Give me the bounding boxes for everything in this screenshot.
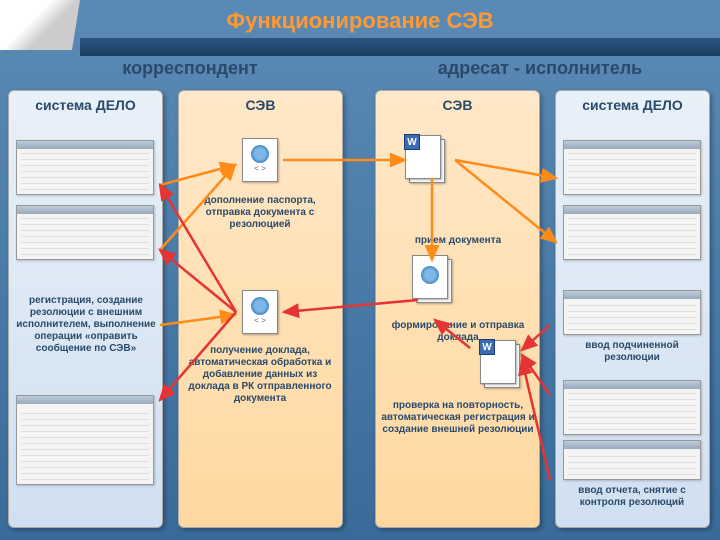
screenshot-icon (16, 205, 154, 260)
word-icon: W (479, 339, 495, 355)
text-passport: дополнение паспорта, отправка документа … (182, 195, 338, 231)
col-3-header: СЭВ (376, 91, 539, 119)
screenshot-icon (563, 205, 701, 260)
col-2-header: СЭВ (179, 91, 342, 119)
header-bar (80, 38, 720, 56)
screenshot-icon (16, 395, 154, 485)
screenshot-icon (563, 140, 701, 195)
document-icon (242, 290, 278, 334)
document-icon (242, 138, 278, 182)
word-icon: W (404, 134, 420, 150)
document-stack-icon: W (480, 340, 520, 388)
text-report-receive: получение доклада, автоматическая обрабо… (182, 345, 338, 405)
document-stack-icon (412, 255, 452, 303)
col-1-header: система ДЕЛО (9, 91, 162, 119)
text-report-entry: ввод отчета, снятие с контроля резолюций (558, 485, 706, 509)
text-registration: регистрация, создание резолюции с внешни… (12, 295, 160, 355)
screenshot-icon (563, 380, 701, 435)
group-left: корреспондент (60, 58, 320, 79)
col-3: СЭВ (375, 90, 540, 528)
document-stack-icon: W (405, 135, 445, 183)
group-right: адресат - исполнитель (380, 58, 700, 79)
text-doc-receive: прием документа (380, 235, 536, 247)
page-title: Функционирование СЭВ (0, 8, 720, 34)
text-subresolution: ввод подчиненной резолюции (558, 340, 706, 364)
text-check: проверка на повторность, автоматическая … (380, 400, 536, 436)
screenshot-icon (16, 140, 154, 195)
col-4-header: система ДЕЛО (556, 91, 709, 119)
screenshot-icon (563, 290, 701, 335)
screenshot-icon (563, 440, 701, 480)
